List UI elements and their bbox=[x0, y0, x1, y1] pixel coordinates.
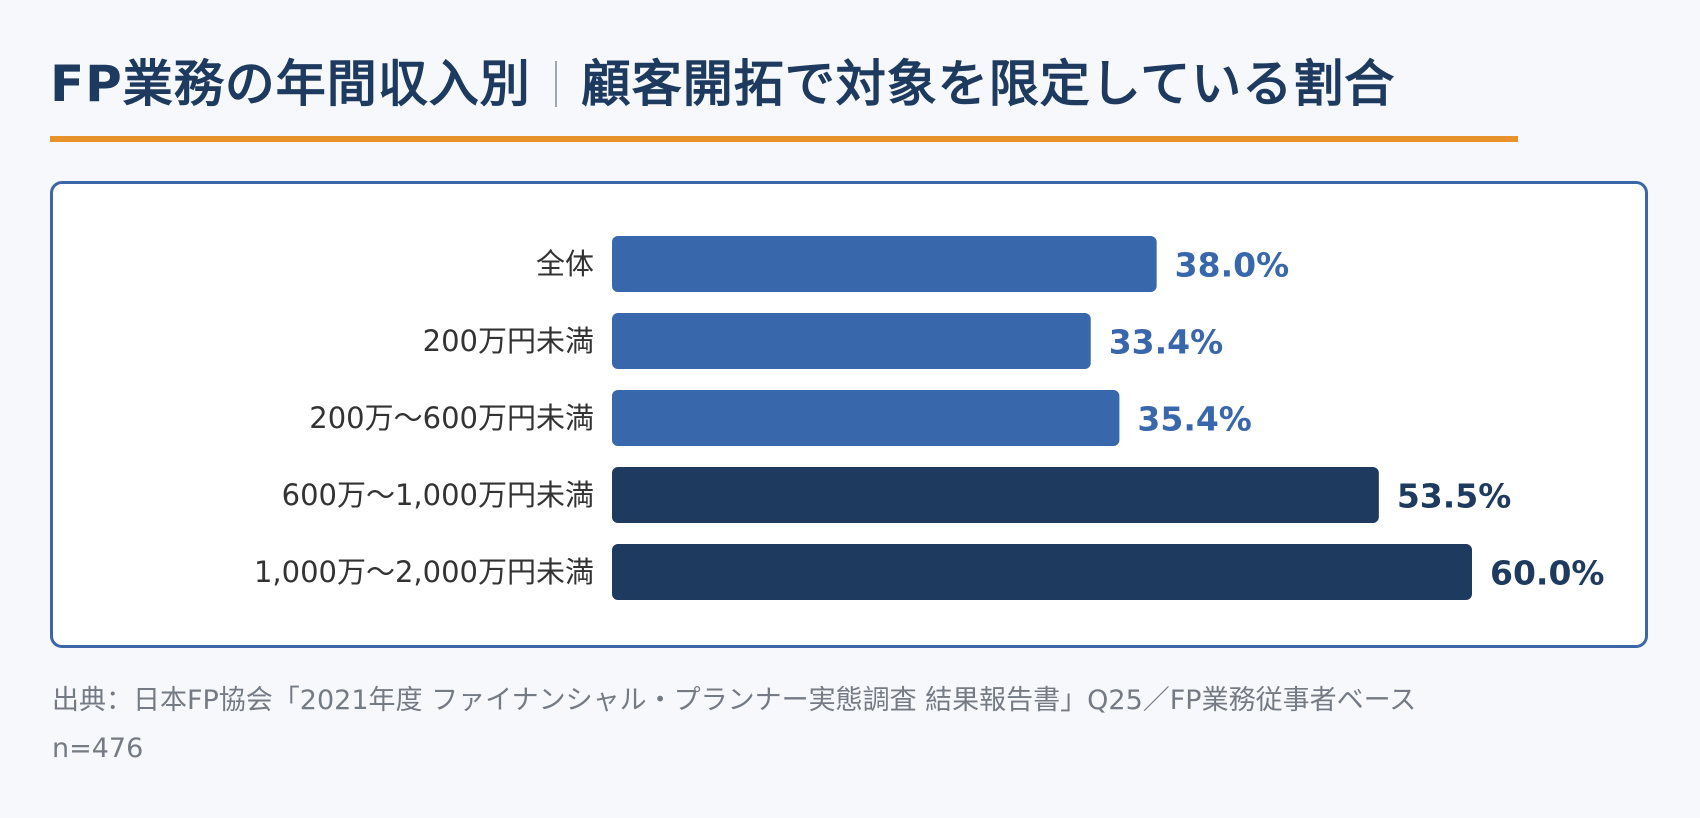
value-label: 60.0% bbox=[1490, 554, 1605, 593]
bar bbox=[612, 313, 1091, 369]
bar bbox=[612, 467, 1379, 523]
chart-title-main: FP業務の年間収入別 bbox=[50, 55, 531, 113]
category-label: 1,000万〜2,000万円未満 bbox=[254, 555, 594, 589]
sample-size: n=476 bbox=[52, 733, 144, 764]
source-citation: 出典：日本FP協会「2021年度 ファイナンシャル・プランナー実態調査 結果報告… bbox=[52, 685, 1417, 716]
title-separator bbox=[554, 61, 557, 107]
title-underline bbox=[50, 136, 1518, 142]
value-label: 33.4% bbox=[1109, 323, 1224, 362]
category-label: 全体 bbox=[536, 247, 594, 281]
source-note: 出典：日本FP協会「2021年度 ファイナンシャル・プランナー実態調査 結果報告… bbox=[52, 677, 1416, 773]
bar-chart: 全体 38.0% 200万円未満 33.4% 200万〜600万円未満 35.4% 600万… bbox=[254, 236, 1605, 600]
bar bbox=[612, 544, 1472, 600]
chart-title-sub: 顧客開拓で対象を限定している割合 bbox=[580, 55, 1396, 113]
category-label: 200万〜600万円未満 bbox=[309, 401, 594, 435]
bar bbox=[612, 236, 1157, 292]
value-label: 53.5% bbox=[1397, 477, 1512, 516]
category-label: 600万〜1,000万円未満 bbox=[282, 478, 594, 512]
chart-title: FP業務の年間収入別 顧客開拓で対象を限定している割合 bbox=[50, 44, 1395, 116]
value-label: 38.0% bbox=[1175, 246, 1290, 285]
chart-frame: 全体 38.0% 200万円未満 33.4% 200万〜600万円未満 35.4% 600万… bbox=[50, 181, 1648, 648]
bar bbox=[612, 390, 1120, 446]
category-label: 200万円未満 bbox=[423, 324, 594, 358]
value-label: 35.4% bbox=[1137, 400, 1252, 439]
